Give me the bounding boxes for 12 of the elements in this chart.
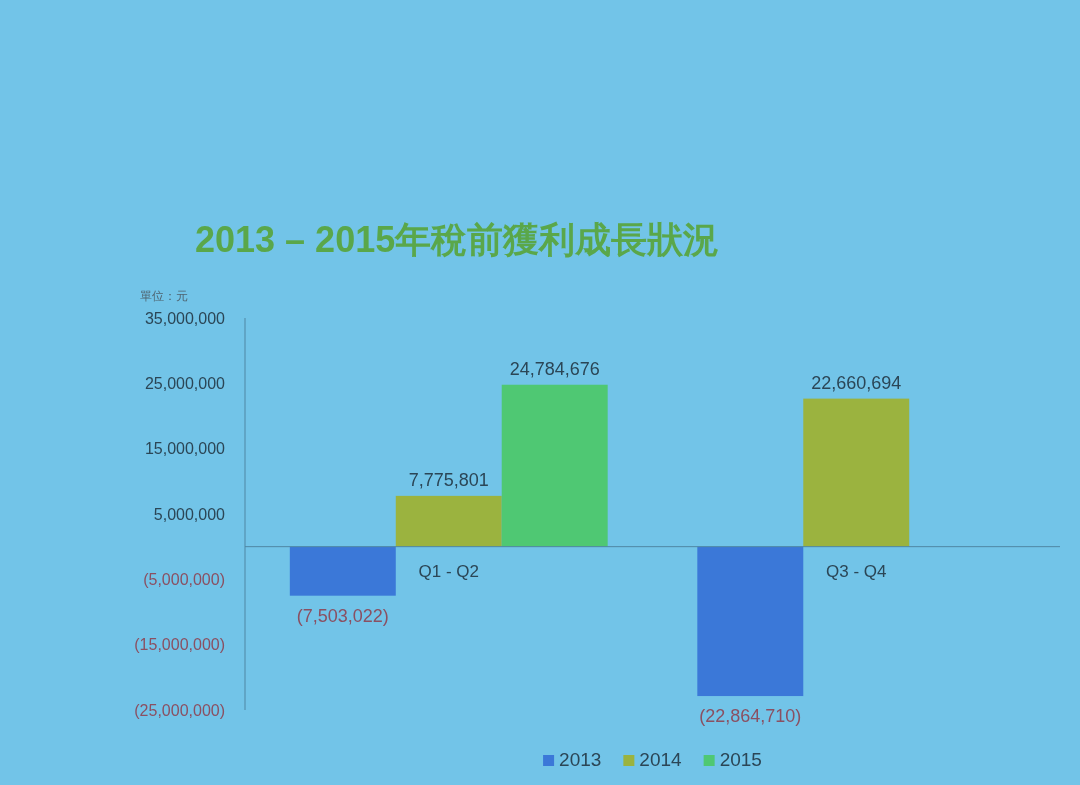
ytick: (15,000,000) — [134, 636, 225, 654]
legend-label: 2014 — [639, 749, 683, 770]
legend-label: 2013 — [559, 749, 602, 770]
ytick: 15,000,000 — [144, 440, 225, 458]
title: 2013 – 2015年稅前獲利成長狀況 — [195, 219, 720, 260]
legend-label: 2015 — [719, 749, 762, 770]
ytick: (5,000,000) — [143, 570, 225, 588]
ytick: 35,000,000 — [144, 309, 225, 327]
ytick: 25,000,000 — [144, 374, 225, 392]
ylabel: 單位：元 — [140, 289, 188, 303]
ytick: 5,000,000 — [153, 505, 225, 523]
ytick: (25,000,000) — [134, 701, 225, 719]
